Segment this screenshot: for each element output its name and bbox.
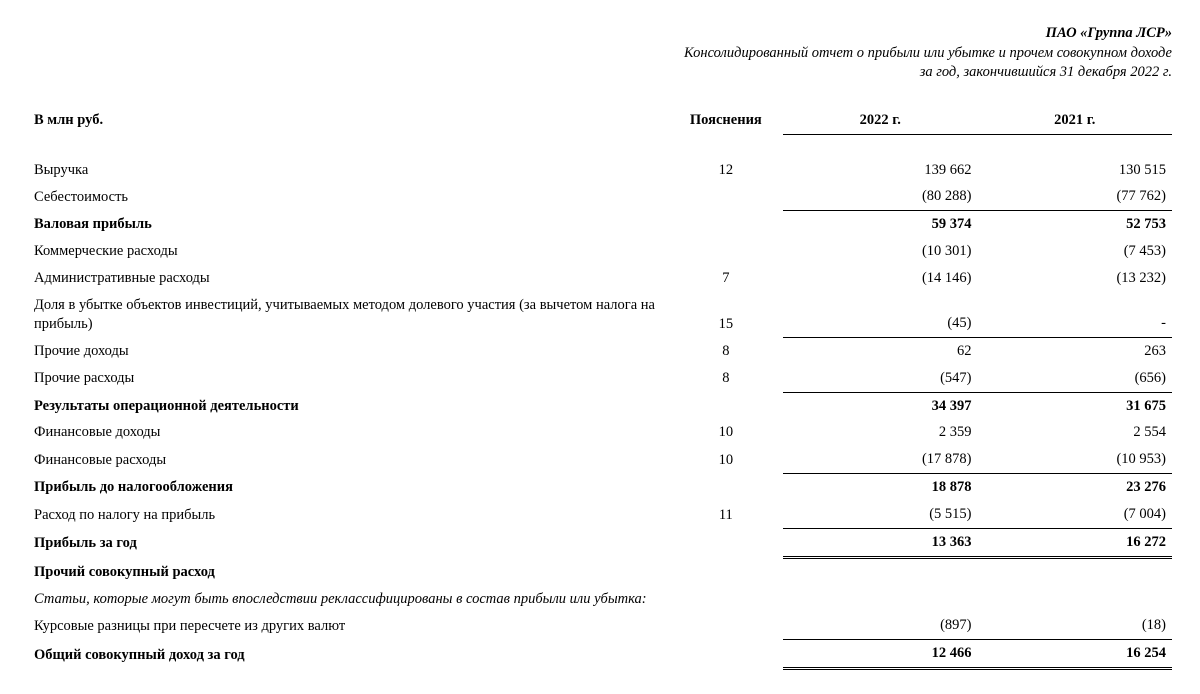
cell-label: Прочие доходы bbox=[28, 337, 669, 364]
cell-y1: 62 bbox=[783, 337, 977, 364]
cell-y1: 139 662 bbox=[783, 157, 977, 184]
cell-label: Прибыль до налогообложения bbox=[28, 474, 669, 501]
cell-note bbox=[669, 612, 783, 639]
cell-y2: 23 276 bbox=[978, 474, 1173, 501]
cell-note bbox=[669, 474, 783, 501]
company-name: ПАО «Группа ЛСР» bbox=[28, 24, 1172, 44]
cell-y2: (13 232) bbox=[978, 265, 1173, 292]
cell-note bbox=[669, 392, 783, 419]
cell-y1: 34 397 bbox=[783, 392, 977, 419]
row-admin: Административные расходы 7 (14 146) (13 … bbox=[28, 265, 1172, 292]
row-tax: Расход по налогу на прибыль 11 (5 515) (… bbox=[28, 501, 1172, 528]
cell-y1: 18 878 bbox=[783, 474, 977, 501]
cell-y2: (656) bbox=[978, 365, 1173, 392]
cell-y1: (17 878) bbox=[783, 446, 977, 473]
cell-y1: (45) bbox=[783, 292, 977, 338]
cell-y1: (547) bbox=[783, 365, 977, 392]
cell-y2: (7 453) bbox=[978, 238, 1173, 265]
cell-label: Валовая прибыль bbox=[28, 211, 669, 238]
cell-y2: 2 554 bbox=[978, 419, 1173, 446]
cell-y2: (7 004) bbox=[978, 501, 1173, 528]
cell-y1: (5 515) bbox=[783, 501, 977, 528]
row-fin-expense: Финансовые расходы 10 (17 878) (10 953) bbox=[28, 446, 1172, 473]
income-statement-table: В млн руб. Пояснения 2022 г. 2021 г. Выр… bbox=[28, 107, 1172, 670]
cell-y1: (10 301) bbox=[783, 238, 977, 265]
cell-y2: 52 753 bbox=[978, 211, 1173, 238]
row-fx: Курсовые разницы при пересчете из других… bbox=[28, 612, 1172, 639]
cell-y1: 2 359 bbox=[783, 419, 977, 446]
row-equity-loss: Доля в убытке объектов инвестиций, учиты… bbox=[28, 292, 1172, 338]
row-revenue: Выручка 12 139 662 130 515 bbox=[28, 157, 1172, 184]
cell-y1: (897) bbox=[783, 612, 977, 639]
cell-note: 8 bbox=[669, 337, 783, 364]
cell-label: Доля в убытке объектов инвестиций, учиты… bbox=[28, 292, 669, 338]
row-other-income: Прочие доходы 8 62 263 bbox=[28, 337, 1172, 364]
row-total-comprehensive: Общий совокупный доход за год 12 466 16 … bbox=[28, 640, 1172, 669]
report-header: ПАО «Группа ЛСР» Консолидированный отчет… bbox=[28, 24, 1172, 83]
cell-y2: 16 272 bbox=[978, 528, 1173, 557]
cell-note: 11 bbox=[669, 501, 783, 528]
cell-note: 12 bbox=[669, 157, 783, 184]
cell-note: 7 bbox=[669, 265, 783, 292]
row-oci-note: Статьи, которые могут быть впоследствии … bbox=[28, 586, 1172, 613]
cell-label: Финансовые доходы bbox=[28, 419, 669, 446]
cell-note: 10 bbox=[669, 419, 783, 446]
cell-label: Результаты операционной деятельности bbox=[28, 392, 669, 419]
row-pbt: Прибыль до налогообложения 18 878 23 276 bbox=[28, 474, 1172, 501]
cell-label: Себестоимость bbox=[28, 183, 669, 210]
cell-y2: (10 953) bbox=[978, 446, 1173, 473]
col-notes: Пояснения bbox=[669, 107, 783, 134]
cell-label: Выручка bbox=[28, 157, 669, 184]
cell-note: 15 bbox=[669, 292, 783, 338]
cell-y2: 130 515 bbox=[978, 157, 1173, 184]
col-units: В млн руб. bbox=[28, 107, 669, 134]
cell-y1: 13 363 bbox=[783, 528, 977, 557]
table-header-row: В млн руб. Пояснения 2022 г. 2021 г. bbox=[28, 107, 1172, 134]
cell-y2: - bbox=[978, 292, 1173, 338]
row-fin-income: Финансовые доходы 10 2 359 2 554 bbox=[28, 419, 1172, 446]
cell-label: Курсовые разницы при пересчете из других… bbox=[28, 612, 669, 639]
cell-label: Прочий совокупный расход bbox=[28, 557, 1172, 585]
cell-y1: 12 466 bbox=[783, 640, 977, 669]
cell-label: Общий совокупный доход за год bbox=[28, 640, 669, 669]
cell-label: Расход по налогу на прибыль bbox=[28, 501, 669, 528]
cell-y2: 263 bbox=[978, 337, 1173, 364]
report-title: Консолидированный отчет о прибыли или уб… bbox=[28, 44, 1172, 64]
cell-label: Финансовые расходы bbox=[28, 446, 669, 473]
cell-y2: (77 762) bbox=[978, 183, 1173, 210]
cell-note: 8 bbox=[669, 365, 783, 392]
row-selling: Коммерческие расходы (10 301) (7 453) bbox=[28, 238, 1172, 265]
row-profit-year: Прибыль за год 13 363 16 272 bbox=[28, 528, 1172, 557]
cell-label: Коммерческие расходы bbox=[28, 238, 669, 265]
cell-note: 10 bbox=[669, 446, 783, 473]
row-gross-profit: Валовая прибыль 59 374 52 753 bbox=[28, 211, 1172, 238]
cell-y1: (80 288) bbox=[783, 183, 977, 210]
cell-y2: 16 254 bbox=[978, 640, 1173, 669]
cell-note bbox=[669, 183, 783, 210]
cell-note bbox=[669, 640, 783, 669]
col-year1: 2022 г. bbox=[783, 107, 977, 134]
cell-note bbox=[669, 238, 783, 265]
cell-note bbox=[669, 528, 783, 557]
report-period: за год, закончившийся 31 декабря 2022 г. bbox=[28, 63, 1172, 83]
col-year2: 2021 г. bbox=[978, 107, 1173, 134]
cell-note bbox=[669, 211, 783, 238]
cell-y2: 31 675 bbox=[978, 392, 1173, 419]
cell-y1: 59 374 bbox=[783, 211, 977, 238]
cell-label: Административные расходы bbox=[28, 265, 669, 292]
cell-y2: (18) bbox=[978, 612, 1173, 639]
row-operating-result: Результаты операционной деятельности 34 … bbox=[28, 392, 1172, 419]
cell-y1: (14 146) bbox=[783, 265, 977, 292]
cell-label: Прибыль за год bbox=[28, 528, 669, 557]
row-cost: Себестоимость (80 288) (77 762) bbox=[28, 183, 1172, 210]
row-other-expense: Прочие расходы 8 (547) (656) bbox=[28, 365, 1172, 392]
row-oci-heading: Прочий совокупный расход bbox=[28, 557, 1172, 585]
cell-label: Статьи, которые могут быть впоследствии … bbox=[28, 586, 1172, 613]
cell-label: Прочие расходы bbox=[28, 365, 669, 392]
